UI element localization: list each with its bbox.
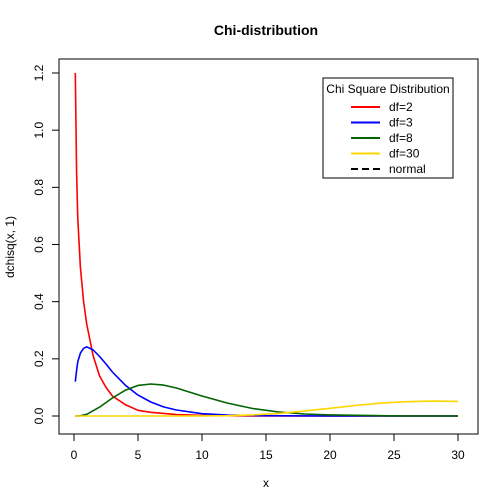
x-tick-label: 30 [451, 448, 465, 462]
legend-title: Chi Square Distribution [326, 82, 449, 96]
legend-entry-label: df=2 [389, 100, 413, 114]
legend-entry-label: df=3 [389, 116, 413, 130]
y-axis-label: dchisq(x, 1) [3, 216, 17, 278]
x-tick-label: 25 [387, 448, 401, 462]
series-layer [74, 72, 459, 417]
y-tick-label: 0.6 [32, 236, 46, 253]
x-tick-label: 10 [195, 448, 209, 462]
y-tick-label: 0.4 [32, 293, 46, 310]
series-line-df-8 [75, 383, 459, 417]
legend-entry-label: df=30 [389, 147, 420, 161]
x-axis: 0 5 10 15 20 25 30 [71, 433, 465, 462]
x-axis-label: x [263, 476, 269, 490]
legend-entry-label: df=8 [389, 131, 413, 145]
y-tick-label: 0.0 [32, 407, 46, 424]
y-tick-label: 1.2 [32, 64, 46, 81]
legend: Chi Square Distribution df=2 df=3df=8 df=3… [322, 77, 454, 179]
y-tick-label: 0.2 [32, 350, 46, 367]
y-tick-label: 0.8 [32, 179, 46, 196]
y-axis: 0.0 0.2 0.4 0.6 0.8 1.0 1.2 [32, 64, 60, 424]
chart-title: Chi-distribution [214, 22, 318, 38]
series-line-df-3 [74, 345, 458, 417]
x-tick-label: 20 [323, 448, 337, 462]
series-line-df-30 [75, 400, 459, 417]
x-tick-label: 0 [71, 448, 78, 462]
legend-entry-label: normal [389, 162, 426, 176]
y-tick-label: 1.0 [32, 122, 46, 139]
legend-box [322, 77, 454, 179]
x-tick-label: 5 [135, 448, 142, 462]
x-tick-label: 15 [259, 448, 273, 462]
